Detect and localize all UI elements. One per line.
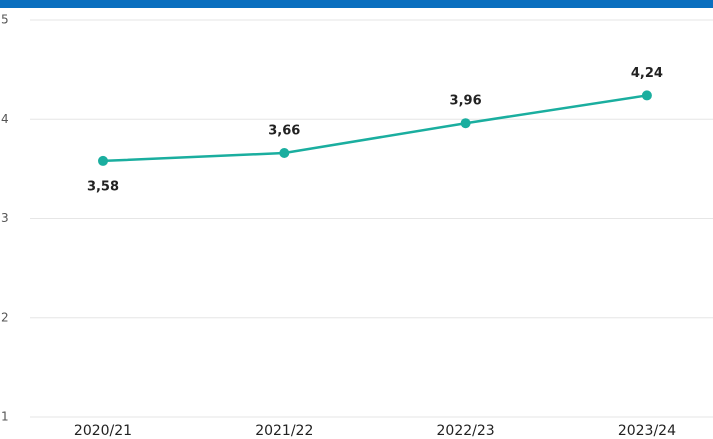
- point: [460, 118, 471, 129]
- data-label: 3,66: [268, 123, 300, 138]
- y-tick-label: 5: [1, 13, 9, 27]
- data-label: 3,58: [87, 179, 119, 194]
- y-tick-label: 1: [1, 410, 9, 424]
- line: [102, 94, 648, 163]
- y-tick-label: 3: [1, 211, 9, 225]
- x-tick-label: 2022/23: [437, 423, 495, 439]
- x-tick-label: 2023/24: [618, 423, 676, 439]
- point: [98, 155, 108, 166]
- point: [641, 90, 652, 101]
- y-tick-label: 4: [1, 112, 9, 126]
- x-tick-label: 2020/21: [74, 423, 132, 439]
- x-tick-label: 2021/22: [255, 423, 313, 439]
- data-label: 3,96: [450, 94, 482, 109]
- point: [279, 147, 290, 158]
- header-bar: [0, 0, 713, 8]
- data-label: 4,24: [631, 66, 663, 81]
- y-tick-label: 2: [1, 310, 9, 324]
